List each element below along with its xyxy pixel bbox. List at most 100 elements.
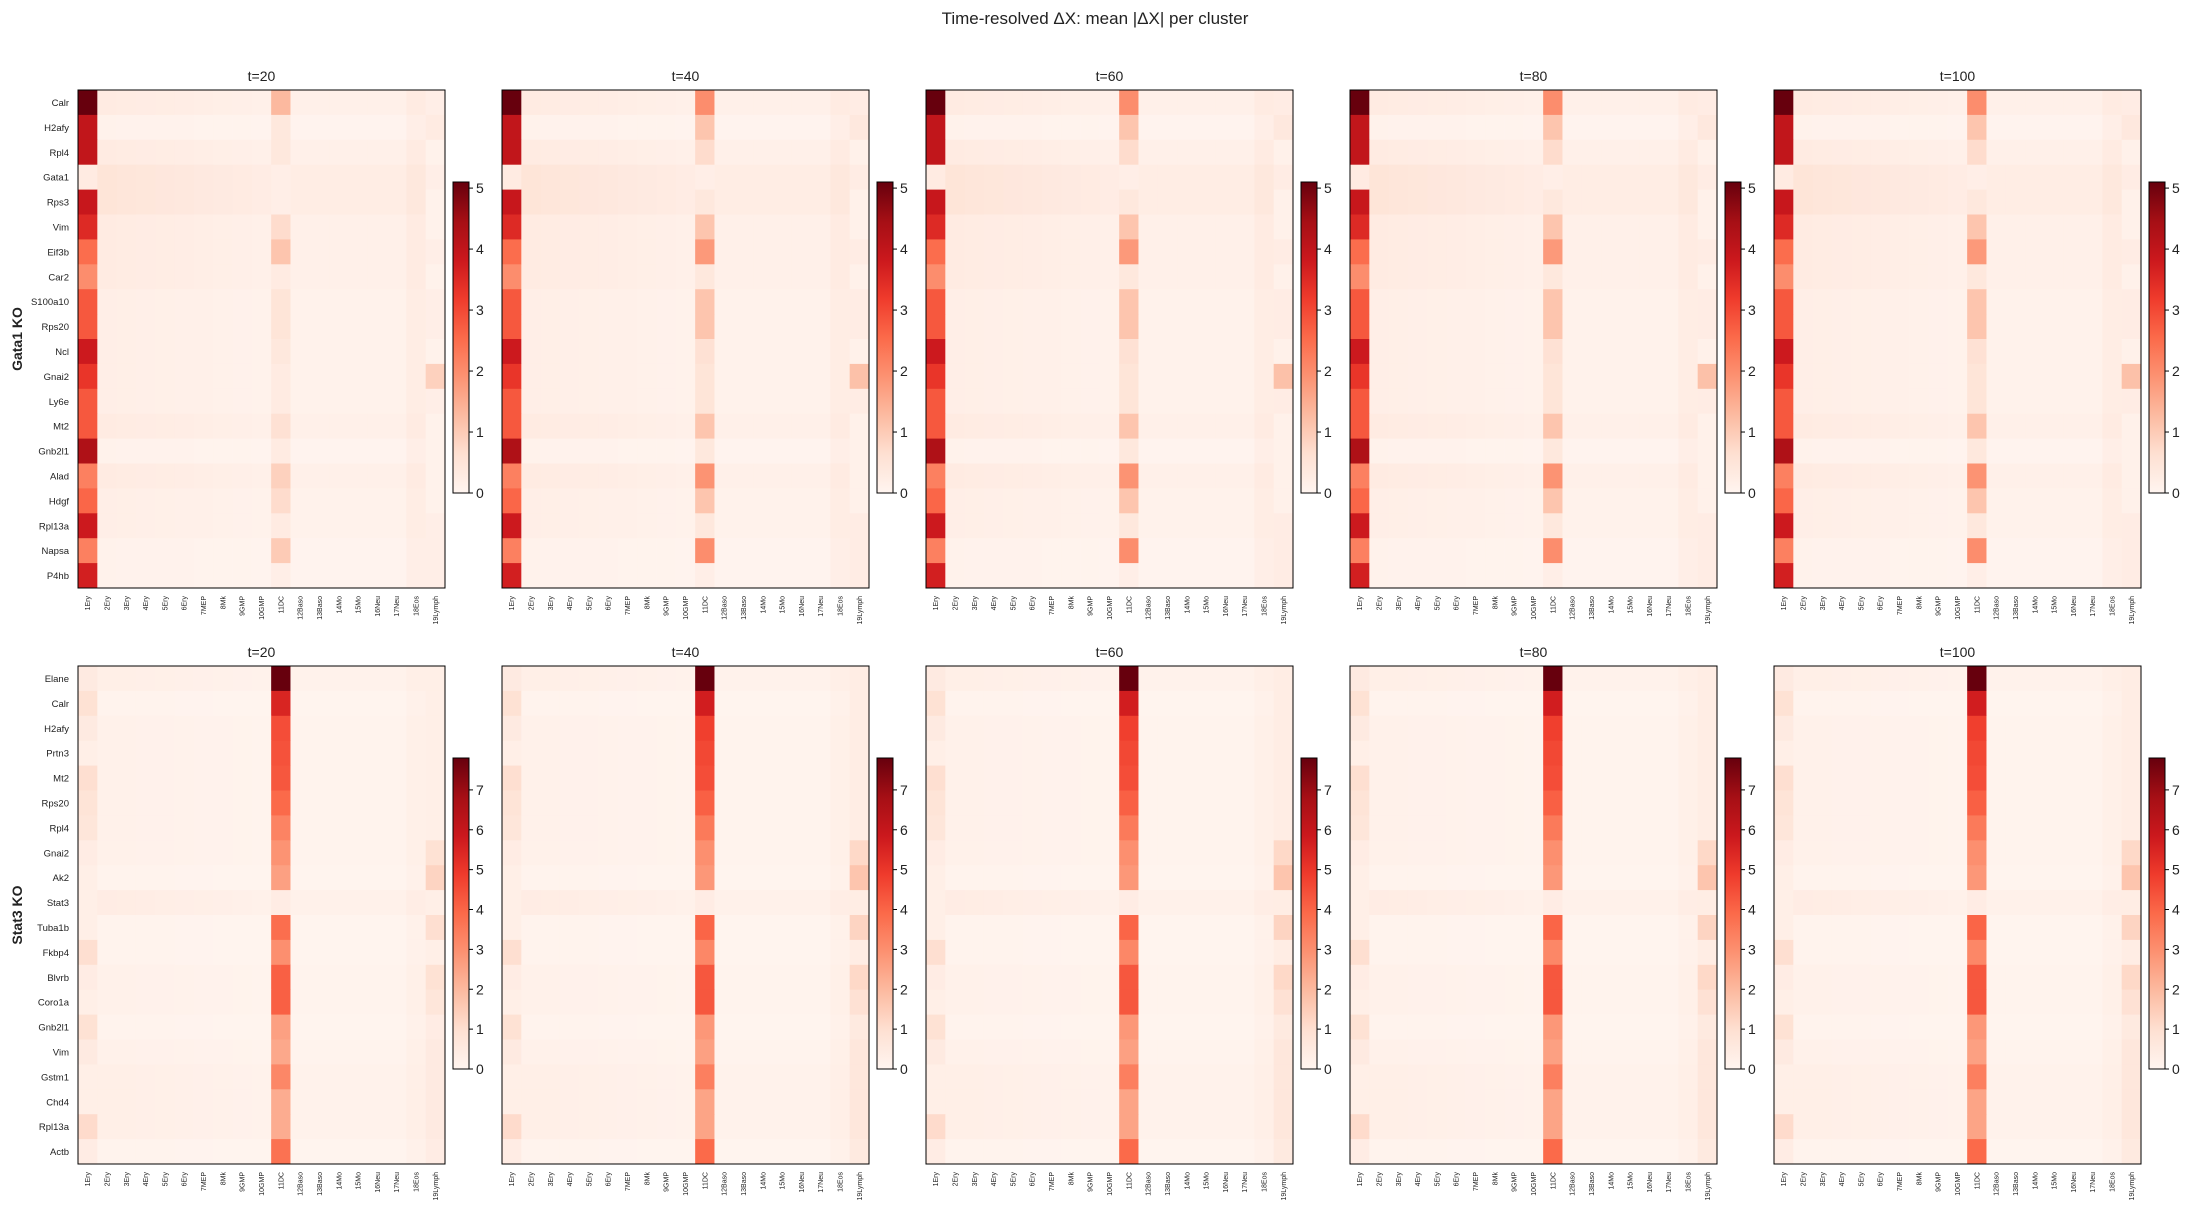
heatmap-cell bbox=[521, 1064, 542, 1090]
heatmap-cell bbox=[1928, 989, 1949, 1015]
panel-title: t=80 bbox=[1520, 644, 1548, 660]
heatmap-cell bbox=[637, 1039, 657, 1065]
heatmap-cell bbox=[1947, 740, 1968, 766]
heatmap-cell bbox=[1639, 90, 1660, 116]
heatmap-cell bbox=[1273, 289, 1294, 315]
heatmap-cell bbox=[1099, 765, 1120, 791]
heatmap-cell bbox=[1697, 939, 1718, 966]
heatmap-cell bbox=[733, 438, 754, 464]
heatmap-cell bbox=[1388, 388, 1409, 415]
heatmap-cell bbox=[675, 690, 696, 717]
heatmap-cell bbox=[213, 1039, 233, 1065]
heatmap-cell bbox=[1061, 239, 1081, 265]
heatmap-cell bbox=[1485, 890, 1505, 916]
heatmap-cell bbox=[1022, 214, 1043, 240]
heatmap-cell bbox=[502, 740, 522, 766]
gene-tick-label: Calr bbox=[52, 98, 69, 109]
heatmap-cell bbox=[1350, 790, 1370, 816]
heatmap-cell bbox=[1523, 264, 1544, 290]
heatmap-cell bbox=[733, 1089, 754, 1115]
heatmap-cell bbox=[1273, 989, 1294, 1015]
colorbar-tick-label: 4 bbox=[1324, 241, 1332, 257]
heatmap-cell bbox=[1793, 890, 1814, 916]
heatmap-cell bbox=[1831, 538, 1852, 564]
heatmap-cell bbox=[521, 90, 542, 116]
heatmap-cell bbox=[1407, 964, 1428, 991]
heatmap-cell bbox=[1851, 139, 1871, 166]
heatmap-cell bbox=[1793, 264, 1814, 290]
heatmap-cell bbox=[1041, 1114, 1062, 1140]
colorbar-tick-label: 0 bbox=[476, 1061, 484, 1077]
heatmap-cell bbox=[1041, 189, 1062, 215]
heatmap-cell bbox=[1831, 488, 1852, 514]
heatmap-cell bbox=[521, 214, 542, 240]
heatmap-cell bbox=[617, 114, 638, 141]
heatmap-cell bbox=[97, 214, 118, 240]
heatmap-cell bbox=[1041, 363, 1062, 390]
heatmap-cell bbox=[1793, 765, 1814, 791]
heatmap-cell bbox=[656, 114, 677, 141]
heatmap-cell bbox=[155, 1039, 175, 1065]
heatmap-cell bbox=[1947, 314, 1968, 340]
heatmap-cell bbox=[387, 388, 407, 415]
heatmap-cell bbox=[1697, 314, 1718, 340]
heatmap-cell bbox=[1870, 1114, 1891, 1140]
heatmap-cell bbox=[1697, 289, 1718, 315]
heatmap-cell bbox=[2083, 840, 2103, 866]
heatmap-cell bbox=[617, 1039, 638, 1065]
heatmap-cell bbox=[714, 1139, 735, 1165]
heatmap-cell bbox=[637, 264, 657, 290]
heatmap-cell bbox=[1196, 314, 1217, 340]
heatmap-cell bbox=[1967, 1139, 1987, 1165]
heatmap-cell bbox=[830, 214, 851, 240]
heatmap-cell bbox=[1022, 915, 1043, 941]
heatmap-cell bbox=[849, 690, 870, 717]
heatmap-cell bbox=[1427, 463, 1447, 489]
heatmap-cell bbox=[1928, 413, 1949, 439]
heatmap-cell bbox=[1620, 865, 1641, 891]
heatmap-cell bbox=[213, 964, 233, 991]
heatmap-cell bbox=[983, 90, 1004, 116]
heatmap-cell bbox=[656, 790, 677, 816]
heatmap-cell bbox=[791, 538, 812, 564]
heatmap-cell bbox=[1562, 314, 1583, 340]
heatmap-cell bbox=[617, 289, 638, 315]
cluster-tick-label: 10GMP bbox=[259, 596, 266, 620]
heatmap-cell bbox=[1388, 1014, 1409, 1040]
heatmap-cell bbox=[329, 1114, 349, 1140]
heatmap-cell bbox=[1119, 164, 1139, 190]
colorbar-tick-label: 5 bbox=[1748, 180, 1756, 196]
heatmap-cell bbox=[1523, 339, 1544, 365]
cluster-tick-label: 13Baso bbox=[1165, 596, 1172, 620]
heatmap-cell bbox=[1967, 513, 1987, 539]
heatmap-cell bbox=[1967, 1089, 1987, 1115]
heatmap-cell bbox=[251, 715, 272, 742]
heatmap-cell bbox=[1119, 690, 1139, 717]
heatmap-cell bbox=[1639, 563, 1660, 589]
heatmap-cell bbox=[617, 339, 638, 365]
heatmap-cell bbox=[1659, 114, 1679, 141]
heatmap-cell bbox=[521, 513, 542, 539]
heatmap-cell bbox=[2083, 189, 2103, 215]
heatmap-cell bbox=[714, 765, 735, 791]
heatmap-cell bbox=[1407, 214, 1428, 240]
heatmap-cell bbox=[1235, 790, 1255, 816]
heatmap-cell bbox=[1678, 189, 1699, 215]
heatmap-cell bbox=[1831, 939, 1852, 966]
heatmap-cell bbox=[1446, 1089, 1467, 1115]
heatmap-cell bbox=[78, 939, 98, 966]
heatmap-cell bbox=[502, 90, 522, 116]
heatmap-cell bbox=[1157, 463, 1178, 489]
heatmap-cell bbox=[695, 513, 715, 539]
cluster-tick-label: 18Eos bbox=[414, 596, 421, 616]
heatmap-cell bbox=[232, 563, 253, 589]
heatmap-cell bbox=[271, 90, 291, 116]
heatmap-cell bbox=[811, 1064, 831, 1090]
heatmap-cell bbox=[251, 264, 272, 290]
heatmap-cell bbox=[2025, 1089, 2045, 1115]
heatmap-cell bbox=[559, 890, 580, 916]
heatmap-cell bbox=[367, 989, 388, 1015]
heatmap-cell bbox=[1407, 289, 1428, 315]
heatmap-cell bbox=[598, 388, 619, 415]
